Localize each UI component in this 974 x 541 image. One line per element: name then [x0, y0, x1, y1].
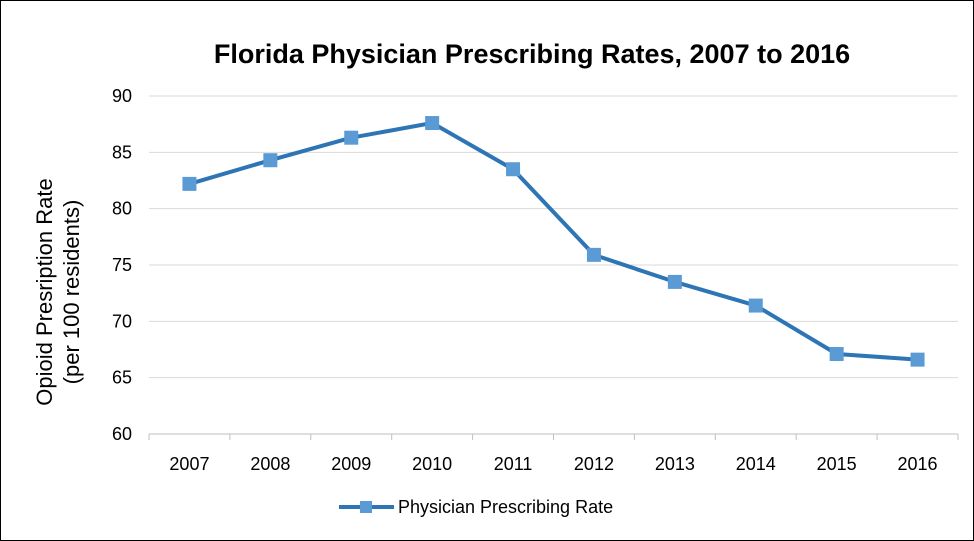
x-tick-label: 2012 — [574, 454, 614, 474]
data-point-2009 — [344, 130, 359, 145]
x-tick-label: 2011 — [494, 454, 533, 474]
y-tick-label: 80 — [112, 199, 132, 219]
y-tick-label: 75 — [112, 255, 132, 275]
x-tick-labels: 2007 2008 2009 2010 2011 2012 2013 2014 2015 2016 — [169, 454, 937, 474]
y-tick-label: 85 — [112, 142, 132, 162]
x-tick-label: 2009 — [331, 454, 371, 474]
data-point-2012 — [586, 247, 601, 262]
chart-title: Florida Physician Prescribing Rates, 200… — [214, 39, 850, 69]
legend-label: Physician Prescribing Rate — [398, 497, 613, 517]
x-tick-label: 2008 — [250, 454, 290, 474]
data-point-2008 — [263, 153, 278, 168]
data-point-2007 — [182, 176, 197, 191]
data-point-2011 — [506, 162, 521, 177]
legend-marker-swatch — [360, 501, 372, 513]
x-tick-label: 2007 — [169, 454, 209, 474]
data-point-2016 — [910, 352, 925, 367]
y-axis-label-line2: (per 100 residents) — [59, 200, 84, 385]
data-point-2013 — [667, 274, 682, 289]
x-tick-label: 2010 — [412, 454, 452, 474]
y-tick-label: 70 — [112, 311, 132, 331]
x-tick-label: 2013 — [655, 454, 695, 474]
x-axis — [148, 433, 959, 440]
x-tick-label: 2015 — [817, 454, 857, 474]
y-tick-label: 60 — [112, 424, 132, 444]
y-tick-label: 90 — [112, 86, 132, 106]
y-tick-label: 65 — [112, 368, 132, 388]
x-tick-label: 2016 — [898, 454, 938, 474]
gridlines — [149, 95, 958, 379]
y-tick-labels: 60 65 70 75 80 85 90 — [112, 86, 132, 444]
data-point-2014 — [748, 298, 763, 313]
x-tick-label: 2014 — [736, 454, 776, 474]
data-point-2015 — [829, 347, 844, 362]
legend: Physician Prescribing Rate — [339, 497, 613, 517]
series-physician-prescribing-rate — [182, 116, 925, 367]
y-axis-label-line1: Opioid Presription Rate — [32, 178, 57, 405]
series-line — [188, 121, 918, 362]
data-point-2010 — [425, 116, 440, 131]
